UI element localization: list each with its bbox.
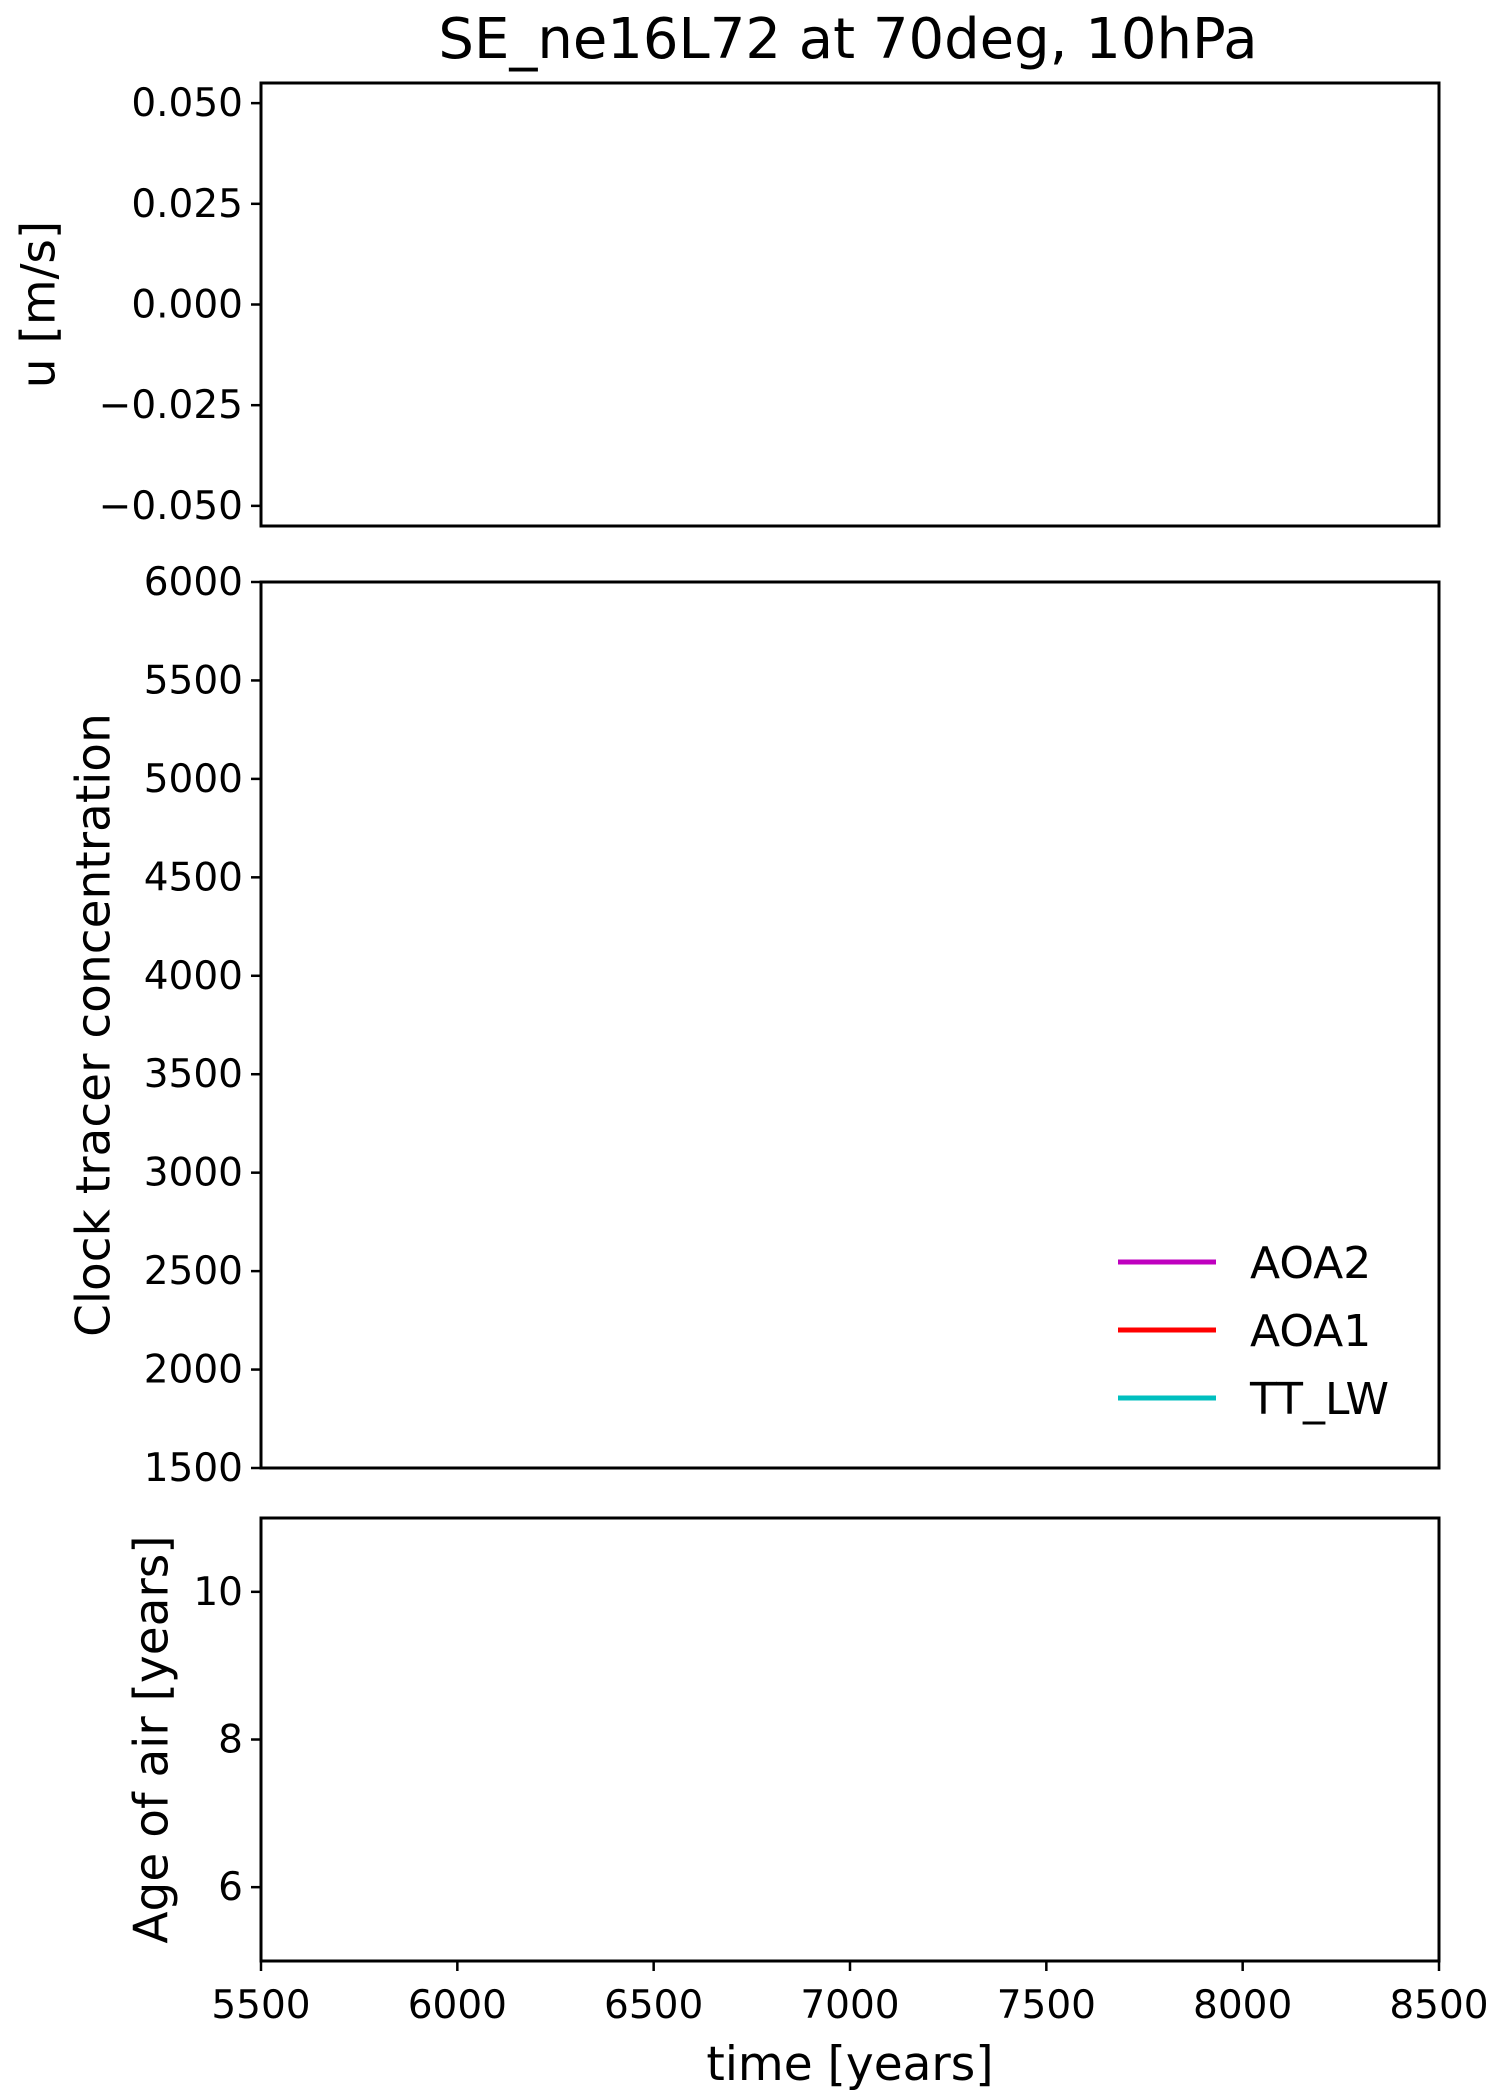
y-tick-label: 2500	[144, 1249, 243, 1294]
y-tick-label: 5000	[144, 757, 243, 802]
panel-clock-tracer: 6000 5500 5000 4500 4000 3500 3000 2500 2000 1500…	[67, 560, 1441, 1491]
panel-age-of-air: 10 8 6 5500 6000 6500 7000 7500 8000 8500 Age of…	[125, 1516, 1489, 2092]
y-tick-label: 4000	[144, 954, 243, 999]
y-tick-label: 0.025	[131, 182, 243, 227]
y-tick-label: 3000	[144, 1151, 243, 1196]
y-tick-label: 3500	[144, 1052, 243, 1097]
y-tick-label: 0.050	[131, 81, 243, 126]
x-axis-label: time [years]	[706, 2037, 993, 2092]
x-tick-label: 8000	[1193, 1983, 1292, 2028]
y-tick-label: 8	[218, 1718, 243, 1763]
y-tick-label: 2000	[144, 1348, 243, 1393]
y-tick-label: 1500	[144, 1446, 243, 1491]
y-tick-label: 6000	[144, 560, 243, 605]
y-tick-label: 6	[218, 1865, 243, 1910]
plot-frame-bottom	[259, 1516, 1441, 1963]
y-tick-label: 4500	[144, 855, 243, 900]
y-ticks-top: 0.050 0.025 0.000 −0.025 −0.050	[99, 81, 261, 529]
y-axis-label-middle: Clock tracer concentration	[67, 713, 122, 1337]
x-tick-label: 6500	[604, 1983, 703, 2028]
y-axis-label-top: u [m/s]	[12, 221, 67, 389]
y-tick-label: 5500	[144, 658, 243, 703]
panel-u-wind: 0.050 0.025 0.000 −0.025 −0.050 u [m/s]	[12, 81, 1441, 529]
y-ticks-middle: 6000 5500 5000 4500 4000 3500 3000 2500 2000 1500	[144, 560, 261, 1491]
x-tick-label: 5500	[211, 1983, 310, 2028]
legend-label: AOA2	[1250, 1238, 1371, 1289]
figure-title: SE_ne16L72 at 70deg, 10hPa	[438, 7, 1257, 72]
y-tick-label: 10	[193, 1570, 243, 1615]
legend-label: AOA1	[1250, 1306, 1371, 1357]
legend: AOA2 AOA1 TT_LW	[1118, 1238, 1389, 1425]
y-axis-label-bottom: Age of air [years]	[125, 1535, 180, 1943]
x-tick-label: 8500	[1389, 1983, 1488, 2028]
x-tick-label: 6000	[408, 1983, 507, 2028]
plot-frame-middle	[259, 580, 1441, 1470]
x-tick-label: 7500	[997, 1983, 1096, 2028]
x-ticks-bottom: 5500 6000 6500 7000 7500 8000 8500	[211, 1961, 1489, 2028]
plot-frame-top	[259, 81, 1441, 528]
legend-label: TT_LW	[1249, 1374, 1389, 1425]
y-tick-label: −0.025	[99, 383, 243, 428]
y-tick-label: 0.000	[131, 283, 243, 328]
y-ticks-bottom: 10 8 6	[193, 1570, 261, 1910]
y-tick-label: −0.050	[99, 484, 243, 529]
x-tick-label: 7000	[800, 1983, 899, 2028]
